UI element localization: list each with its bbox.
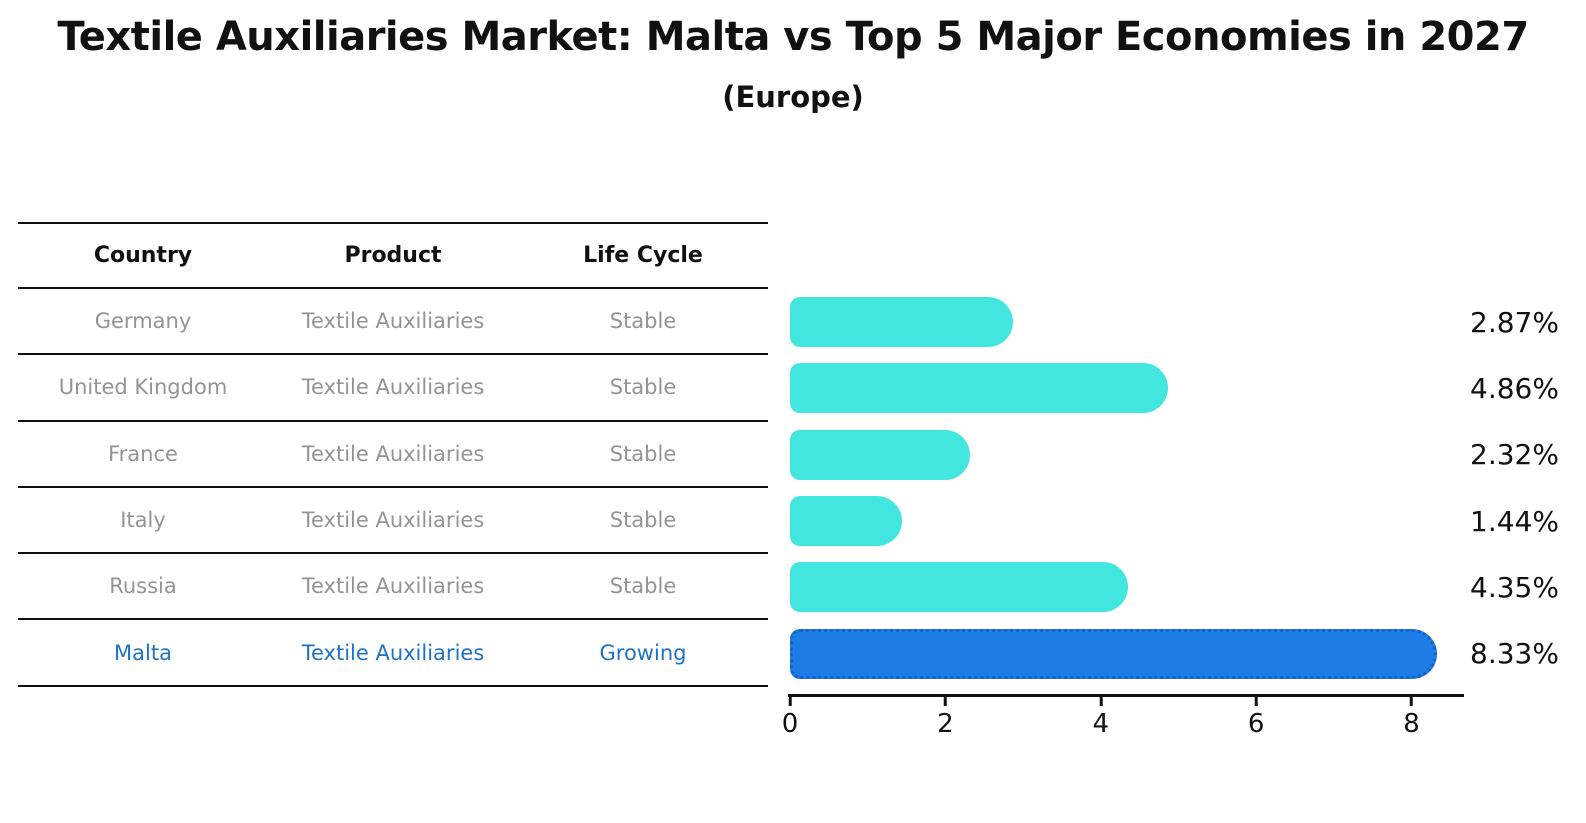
- value-label-united-kingdom: 4.86%: [1470, 371, 1559, 405]
- bar-row: [790, 554, 1462, 620]
- value-row: 8.33%: [1470, 621, 1582, 687]
- table-row-united-kingdom: United Kingdom Textile Auxiliaries Stabl…: [18, 355, 768, 422]
- x-tick-mark: [1409, 697, 1413, 706]
- life-cycle-cell: Stable: [609, 309, 677, 334]
- x-axis-line: [788, 694, 1464, 697]
- bar-row: [790, 422, 1462, 488]
- chart-title: Textile Auxiliaries Market: Malta vs Top…: [57, 14, 1529, 60]
- header-product: Product: [344, 243, 442, 268]
- x-tick-label: 8: [1403, 709, 1420, 739]
- x-axis-ticks: 0 2 4 6 8: [782, 697, 1462, 739]
- x-tick: 2: [937, 697, 954, 739]
- country-cell: Italy: [120, 508, 166, 533]
- bar-row: [790, 289, 1462, 355]
- product-cell: Textile Auxiliaries: [301, 441, 485, 466]
- product-cell: Textile Auxiliaries: [301, 640, 485, 665]
- header-country: Country: [93, 243, 193, 268]
- table-row-russia: Russia Textile Auxiliaries Stable: [18, 554, 768, 621]
- product-cell: Textile Auxiliaries: [301, 309, 485, 334]
- table-header-row: Country Product Life Cycle: [18, 222, 768, 289]
- x-tick-label: 0: [781, 709, 799, 739]
- bar-row: [790, 621, 1462, 687]
- country-cell: United Kingdom: [58, 375, 228, 400]
- x-tick: 6: [1247, 697, 1265, 739]
- life-cycle-cell: Stable: [609, 508, 677, 533]
- x-tick-label: 2: [937, 709, 954, 739]
- table-row-france: France Textile Auxiliaries Stable: [18, 422, 768, 488]
- life-cycle-cell: Stable: [609, 375, 677, 400]
- bar-italy: [790, 496, 902, 547]
- bar-malta-highlighted: [790, 628, 1438, 679]
- bar-united-kingdom: [790, 363, 1168, 414]
- x-tick-mark: [943, 697, 947, 706]
- country-cell: Russia: [109, 574, 177, 599]
- life-cycle-cell: Growing: [599, 640, 687, 665]
- life-cycle-cell: Stable: [609, 574, 677, 599]
- x-tick-mark: [788, 697, 792, 706]
- value-label-russia: 4.35%: [1470, 570, 1559, 604]
- table-row-malta: Malta Textile Auxiliaries Growing: [18, 620, 768, 687]
- x-tick-mark: [1254, 697, 1258, 706]
- country-cell: Malta: [114, 640, 172, 665]
- value-row: 1.44%: [1470, 488, 1582, 554]
- bar-row: [790, 355, 1462, 421]
- country-cell: France: [108, 441, 178, 466]
- country-table: Country Product Life Cycle Germany Texti…: [18, 222, 768, 687]
- x-tick: 8: [1403, 697, 1420, 739]
- country-cell: Germany: [94, 309, 192, 334]
- value-row: 2.32%: [1470, 422, 1582, 488]
- table-row-germany: Germany Textile Auxiliaries Stable: [18, 289, 768, 356]
- life-cycle-cell: Stable: [609, 441, 677, 466]
- bar-row: [790, 488, 1462, 554]
- bar-germany: [790, 297, 1013, 348]
- header-life-cycle: Life Cycle: [583, 243, 703, 268]
- x-tick-mark: [1099, 697, 1103, 706]
- value-row: 2.87%: [1470, 289, 1582, 355]
- x-tick: 4: [1092, 697, 1109, 739]
- chart-subtitle: (Europe): [722, 80, 864, 114]
- value-label-column: 2.87% 4.86% 2.32% 1.44% 4.35% 8.33%: [1470, 289, 1582, 687]
- value-label-france: 2.32%: [1470, 438, 1559, 472]
- value-row: 4.86%: [1470, 355, 1582, 421]
- x-tick: 0: [781, 697, 799, 739]
- x-tick-label: 4: [1092, 709, 1110, 739]
- product-cell: Textile Auxiliaries: [301, 574, 485, 599]
- product-cell: Textile Auxiliaries: [301, 508, 485, 533]
- bar-russia: [790, 562, 1128, 613]
- value-label-germany: 2.87%: [1470, 305, 1559, 339]
- x-tick-label: 6: [1247, 709, 1265, 739]
- product-cell: Textile Auxiliaries: [301, 375, 485, 400]
- table-row-italy: Italy Textile Auxiliaries Stable: [18, 488, 768, 555]
- value-label-malta: 8.33%: [1470, 637, 1559, 671]
- value-label-italy: 1.44%: [1470, 504, 1559, 538]
- bar-france: [790, 429, 971, 480]
- bar-plot-area: [790, 289, 1462, 687]
- value-row: 4.35%: [1470, 554, 1582, 620]
